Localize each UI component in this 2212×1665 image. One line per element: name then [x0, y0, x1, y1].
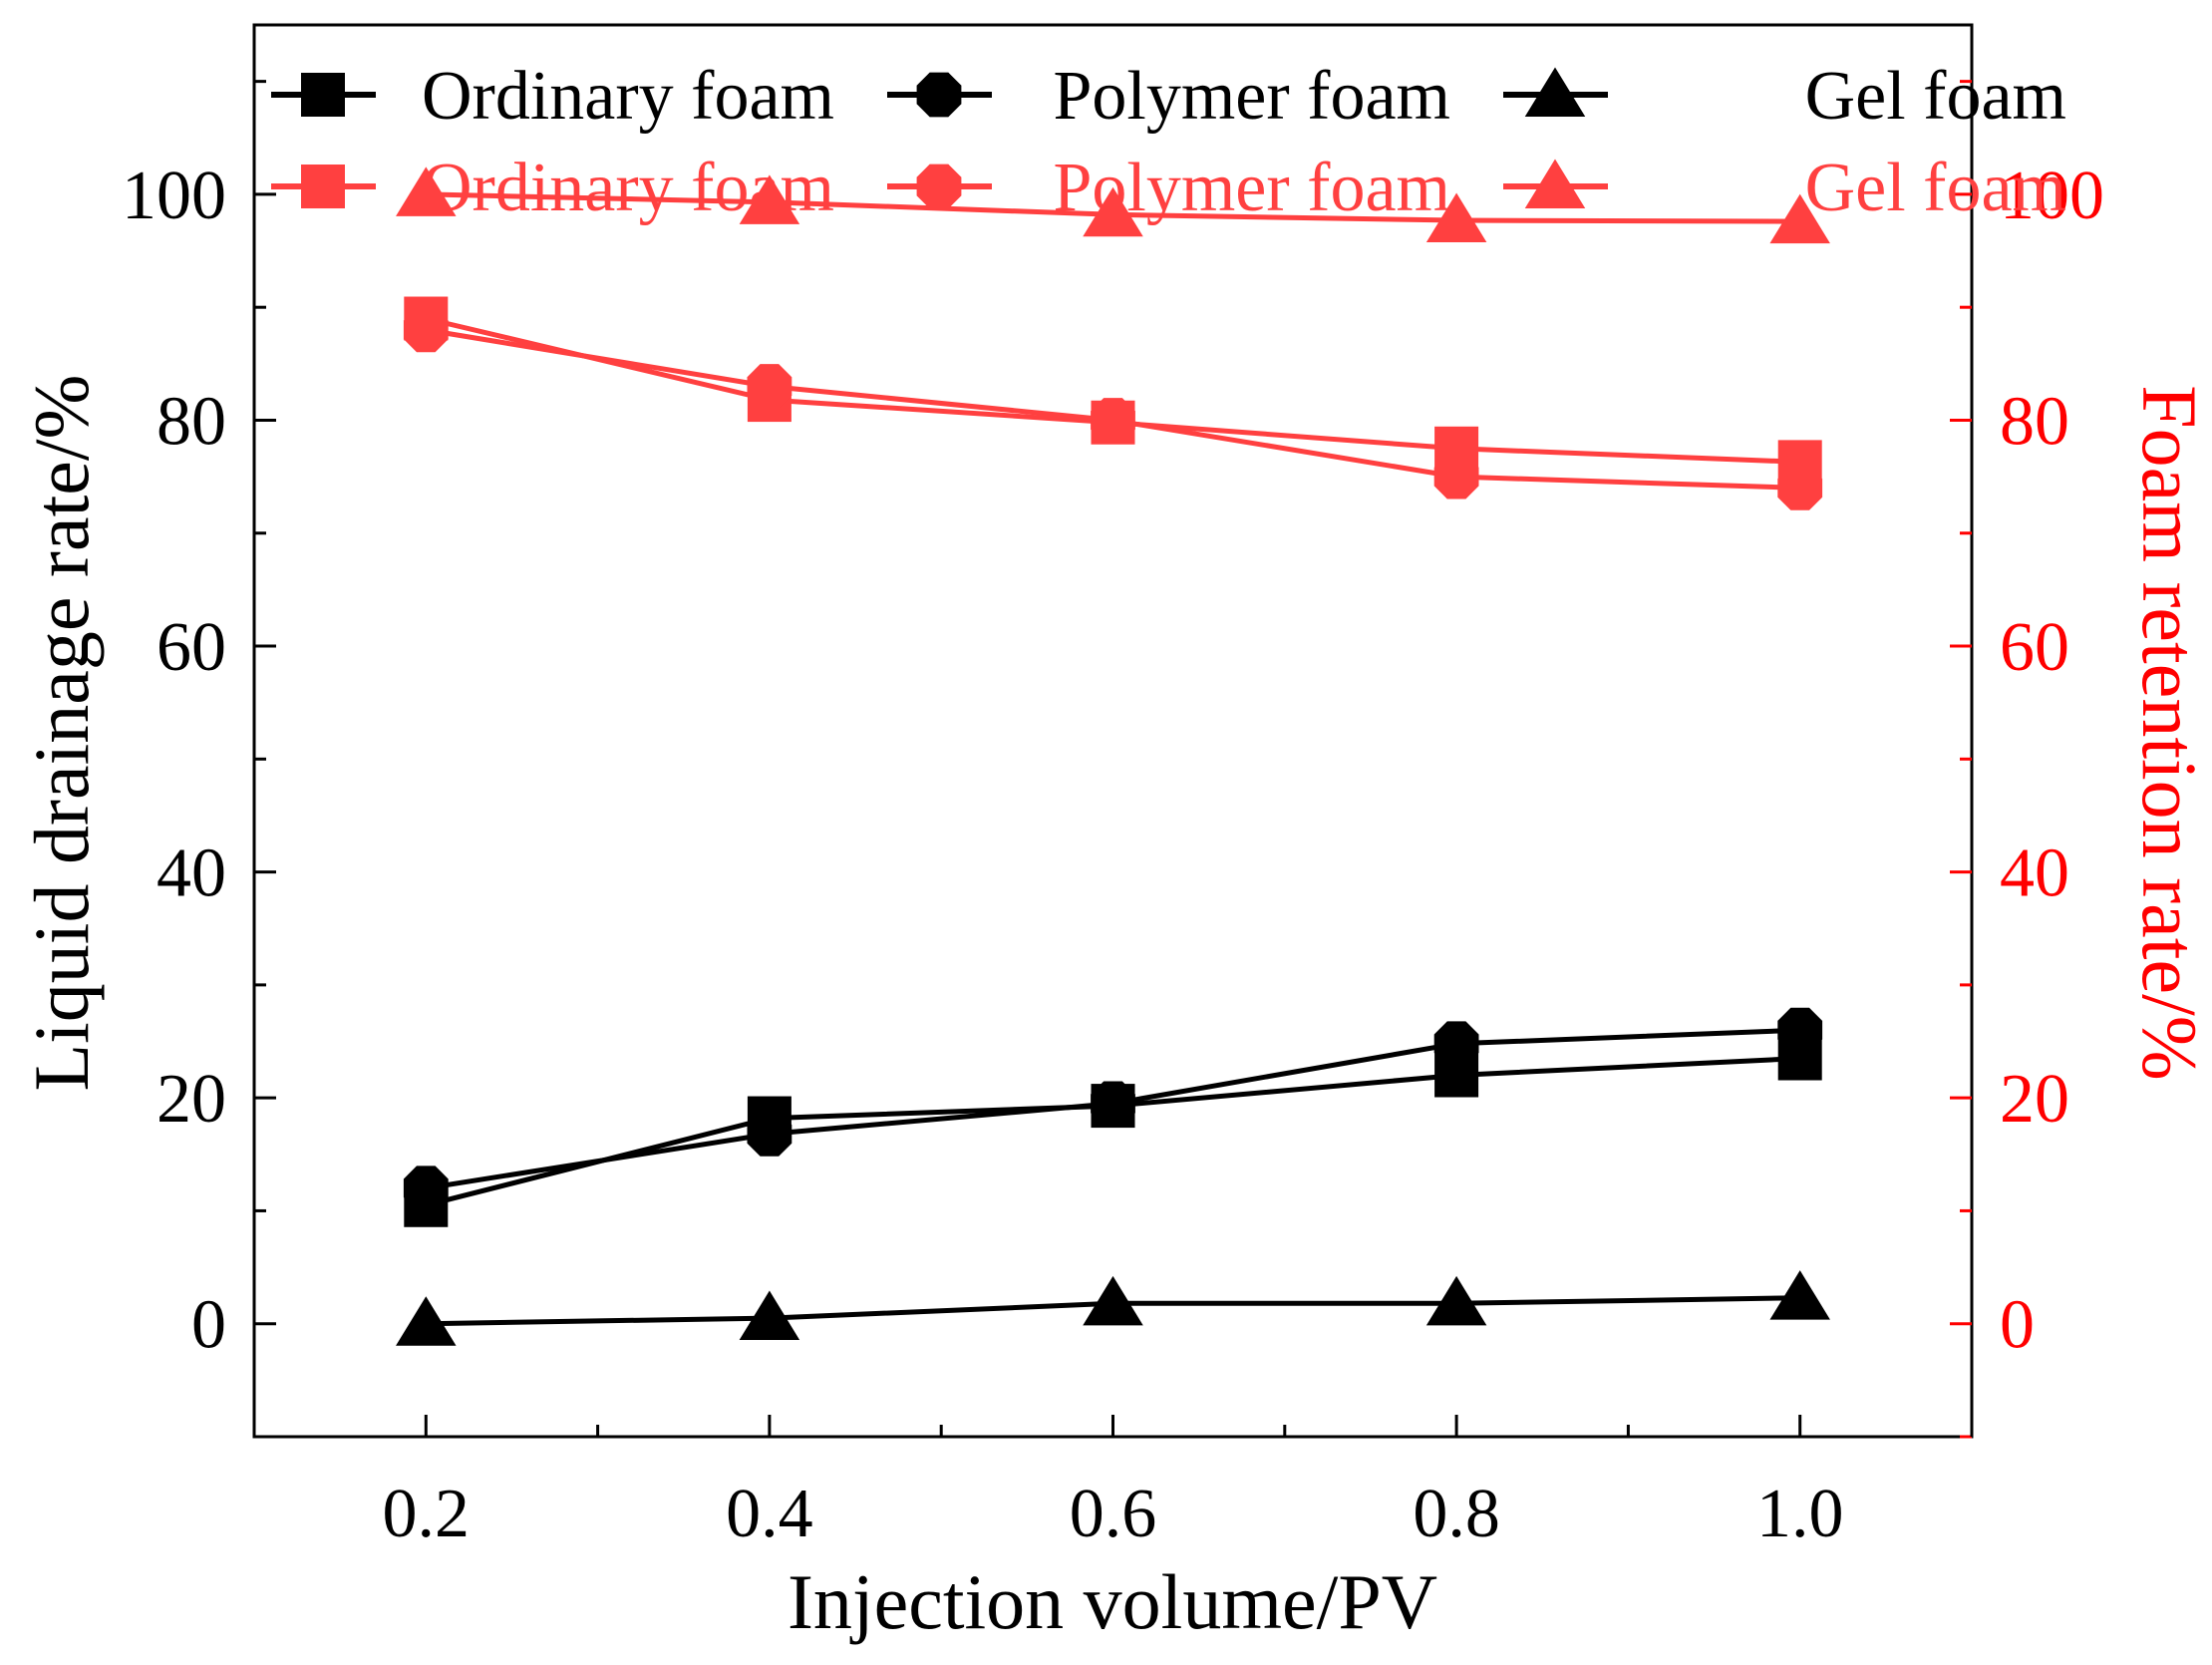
- legend-marker: [916, 164, 962, 209]
- ordinary-foam-drainage-line: [425, 1056, 1800, 1208]
- polymer-foam-drainage-point: [1091, 1081, 1135, 1127]
- legend-marker: [301, 73, 345, 117]
- right-tick-label: 60: [2000, 609, 2069, 686]
- legend-label: Polymer foam: [1053, 58, 1450, 135]
- gel-foam-drainage-point: [396, 1296, 457, 1346]
- x-tick-label: 0.8: [1413, 1476, 1500, 1552]
- polymer-foam-drainage-point: [747, 1112, 792, 1157]
- gel-foam-drainage-point: [1769, 1270, 1830, 1320]
- gel-foam-retention-point: [1425, 192, 1487, 242]
- right-y-axis-title: Foam retention rate/%: [2126, 385, 2212, 1080]
- polymer-foam-retention-point: [747, 364, 792, 409]
- x-tick-label: 0.2: [383, 1476, 471, 1552]
- polymer-foam-drainage-point: [403, 1166, 449, 1211]
- left-y-axis-title: Liquid drainage rate/%: [18, 374, 105, 1091]
- legend-marker: [916, 72, 962, 118]
- left-tick-label: 20: [157, 1061, 226, 1138]
- gel-foam-retention-point: [1083, 186, 1143, 237]
- x-tick-label: 1.0: [1756, 1476, 1844, 1552]
- right-tick-label: 100: [2000, 158, 2104, 234]
- legend-label: Ordinary foam: [422, 58, 834, 135]
- left-tick-label: 80: [157, 383, 226, 460]
- left-tick-label: 60: [157, 609, 226, 686]
- right-tick-label: 80: [2000, 383, 2069, 460]
- polymer-foam-retention-point: [403, 307, 449, 353]
- gel-foam-retention-point: [1769, 193, 1830, 244]
- polymer-foam-retention-point: [1777, 466, 1823, 510]
- legend-marker: [1524, 159, 1586, 208]
- gel-foam-drainage-point: [739, 1290, 800, 1341]
- legend-marker: [301, 165, 345, 208]
- legend-label: Ordinary foam: [422, 150, 834, 226]
- legend-label: Gel foam: [1805, 58, 2066, 135]
- right-tick-label: 0: [2000, 1287, 2035, 1364]
- gel-foam-retention-point: [739, 174, 800, 224]
- polymer-foam-drainage-point: [1777, 1007, 1823, 1053]
- polymer-foam-retention-point: [1091, 398, 1135, 443]
- x-axis-title: Injection volume/PV: [788, 1558, 1437, 1645]
- x-tick-label: 0.4: [726, 1476, 813, 1552]
- plot-frame: [252, 23, 1974, 1439]
- gel-foam-drainage-point: [1425, 1275, 1487, 1326]
- gel-foam-retention-point: [396, 166, 457, 216]
- legend-marker: [1524, 67, 1586, 117]
- left-tick-label: 100: [122, 158, 226, 234]
- polymer-foam-retention-point: [1433, 454, 1479, 500]
- gel-foam-drainage-point: [1083, 1275, 1143, 1326]
- right-tick-label: 40: [2000, 835, 2069, 912]
- left-tick-label: 40: [157, 835, 226, 912]
- polymer-foam-drainage-point: [1433, 1021, 1479, 1067]
- x-tick-label: 0.6: [1070, 1476, 1157, 1552]
- legend-label: Gel foam: [1805, 150, 2066, 226]
- legend-label: Polymer foam: [1053, 150, 1450, 226]
- right-tick-label: 20: [2000, 1061, 2069, 1138]
- left-tick-label: 0: [191, 1287, 226, 1364]
